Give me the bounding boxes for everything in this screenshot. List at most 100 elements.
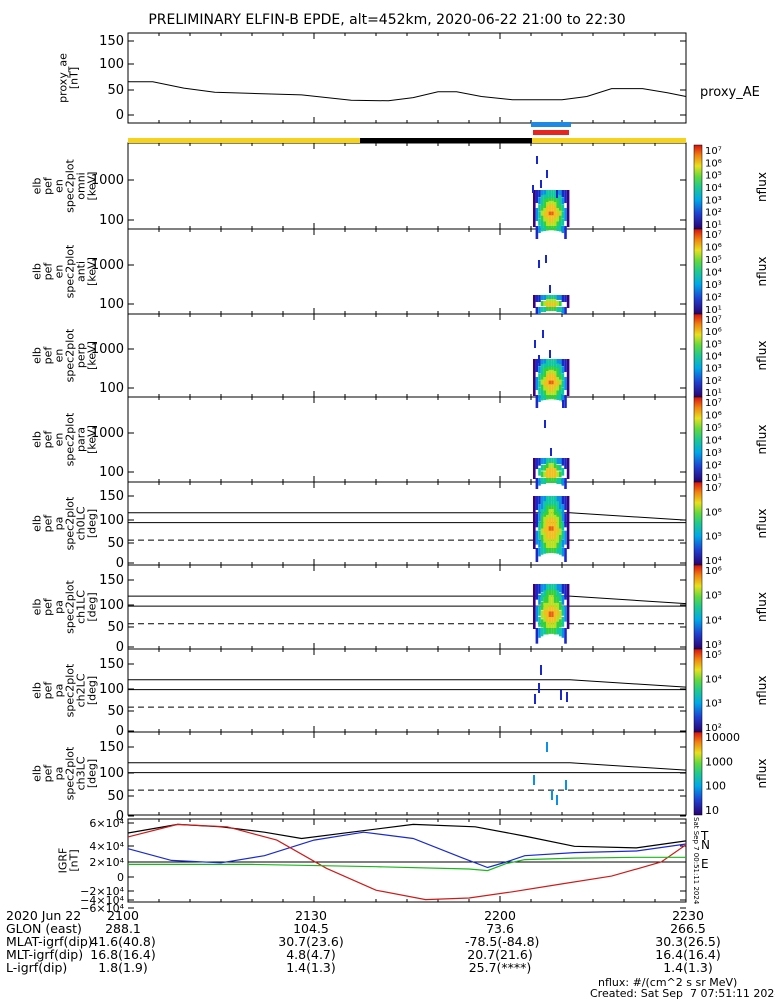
spectrogram-pixel [556,208,559,213]
spectrogram-pixel [548,509,552,514]
spectrogram-pixel [564,606,567,622]
spectrogram-pixel [553,505,557,511]
spectrogram-pixel [553,548,557,554]
science-zone-red [533,130,569,135]
colorbar-tick-label: 100 [705,780,726,793]
spectrogram-pixel [540,610,544,619]
colorbar-label: nflux [755,592,769,622]
spectrogram-pixel [559,509,562,516]
spectrogram-pixel [540,384,544,391]
spectrogram-pixel [538,584,541,594]
y-axis-label: IGRF [57,848,70,874]
spectrogram-pixel [556,548,559,554]
spectrogram-pixel [540,471,544,478]
science-zone-blue [531,122,571,127]
spectrogram-pixel [556,395,559,400]
spectrogram-pixel [564,584,567,600]
spectrogram-pixel [540,200,544,206]
y-axis-label: ch3LC [75,756,88,790]
spectrogram-pixel [546,383,549,388]
colorbar-tick-label: 10⁶ [705,507,722,518]
spectrogram-pixel [548,373,552,378]
y-axis-label: elb [31,178,44,195]
spectrogram-pixel [546,463,549,468]
colorbar-tick-label: 10³ [705,280,722,291]
spectrogram-pixel [551,366,554,371]
spectrogram-pixel [553,514,557,521]
spectrogram-pixel [553,359,557,364]
colorbar-tick-label: 10⁷ [705,398,722,409]
spectrogram-pixel [559,369,562,375]
spectrogram-pixel [538,513,541,522]
y-axis-label: ch2LC [75,673,88,707]
spectrogram-ch0LC [533,496,570,562]
spectrogram-pixel [559,548,562,555]
spectrogram-pixel [556,203,559,209]
spectrogram-pixel [546,584,549,591]
spectrogram-pixel [540,478,544,484]
spectrogram-pixel [548,193,552,198]
spectrogram-pixel [559,528,562,536]
spectrogram-pixel [540,619,544,628]
spectrogram-pixel [561,295,565,302]
spectrogram-pixel [556,458,559,464]
y-axis-label: spec2plot [64,244,77,298]
colorbar-label: nflux [755,676,769,706]
spectrogram-pixel [564,208,567,221]
spectrogram-pixel [548,522,552,527]
spectrogram-pixel [564,295,567,302]
spectrogram-pixel [553,496,557,502]
spectrogram-pixel [566,458,570,479]
spectrogram-pixel [561,359,565,366]
spectrogram-pixel [543,359,546,364]
spectrogram-pixel [551,509,554,514]
y-axis-label: spec2plot [64,159,77,213]
spectrogram-pixel [535,458,539,469]
spectrogram-pixel [546,391,549,396]
spectrogram-pixel [556,609,559,616]
spectrogram-ch1LC [533,584,570,644]
spectrogram-pixel [559,471,562,478]
spectrogram-pixel [538,366,541,374]
spectrogram-pixel [564,478,567,489]
y-tick-label: 50 [107,789,124,804]
spectrogram-pixel [561,548,565,557]
spectrogram-pixel [553,596,557,604]
rotated-stamp: Sat Sep 7 00:51:11 2024 [692,817,700,905]
spectrogram-pixel [540,496,544,503]
spectrogram-pixel [553,538,557,544]
y-tick-label: 100 [99,465,124,480]
spectrogram-pixel [556,602,559,610]
spectrogram-pixel [543,307,546,312]
spectrogram-para [533,458,570,489]
spectrogram-pixel [551,526,554,532]
spectrogram-pixel [540,374,544,380]
spectrogram-pixel [546,218,549,223]
spectrogram-pixel [553,222,557,227]
y-axis-label: pa [53,600,66,614]
spectrogram-pixel [561,190,565,197]
spectrogram-pixel [553,226,557,231]
colorbar-ramp [693,731,703,816]
y-axis-label: pef [42,597,55,616]
colorbar-label: nflux [755,759,769,789]
spectrogram-pixel [533,359,536,396]
spectrogram-pixel [561,395,565,402]
spectrogram-pixel-ch2LC [538,683,540,693]
spectrogram-pixel [543,621,546,629]
colorbar-ramp [693,564,703,650]
colorbar-label: nflux [755,172,769,202]
spectrogram-pixel [538,530,541,540]
spectrogram-pixel-ch3LC [556,795,558,805]
spectrogram-pixel [540,502,544,510]
spectrogram-pixel-omni [532,185,534,193]
spectrogram-pixel [566,584,570,629]
spectrogram-pixel [551,539,554,545]
spectrogram-pixel [540,210,544,217]
y-axis-label: [deg] [86,759,99,788]
spectrogram-pixel [540,301,544,306]
spectrogram-pixel [556,527,559,533]
spectrogram-pixel [551,391,554,396]
spectrogram-pixel [553,519,557,525]
